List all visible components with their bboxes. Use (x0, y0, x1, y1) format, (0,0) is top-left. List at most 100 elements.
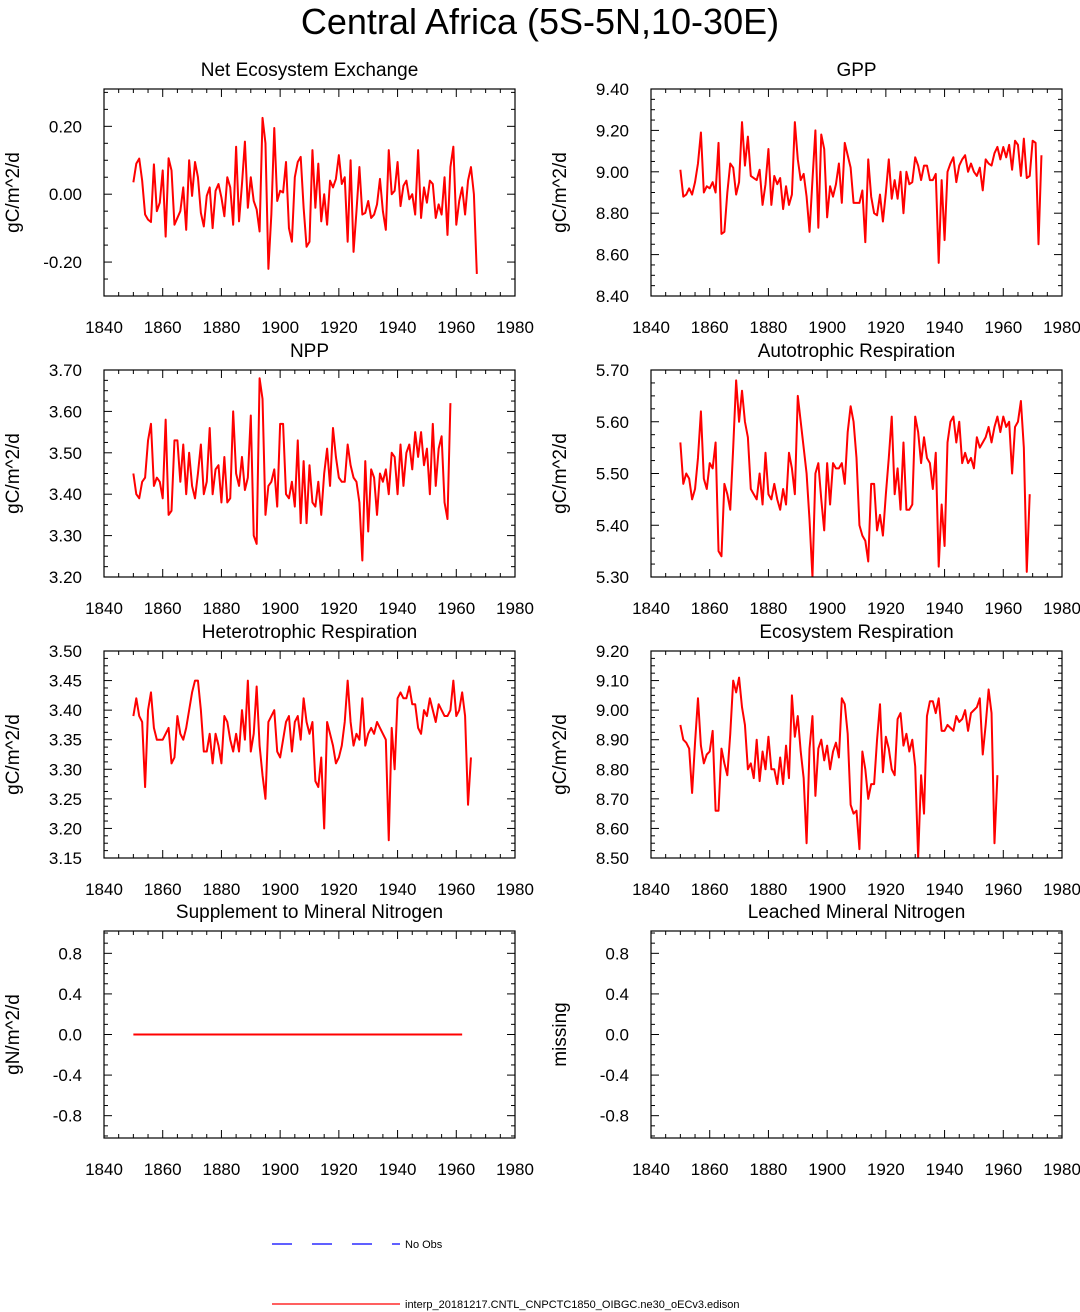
chart-autotrophic-respiration: Autotrophic Respiration gC/m^2/d 1840 1860 1… (550, 341, 1080, 618)
chart-autotrophic-respiration-ytick-label: 5.40 (596, 516, 629, 535)
chart-autotrophic-respiration-title: Autotrophic Respiration (758, 341, 956, 362)
chart-autotrophic-respiration-xtick-label: 1840 (632, 599, 670, 618)
chart-npp-ytick-label: 3.60 (49, 402, 82, 421)
chart-ecosystem-respiration-ylabel: gC/m^2/d (550, 714, 571, 795)
chart-heterotrophic-respiration: Heterotrophic Respiration gC/m^2/d 1840 186… (3, 622, 534, 899)
chart-gpp-xtick-label: 1920 (867, 318, 905, 337)
chart-npp-title: NPP (290, 341, 329, 362)
chart-supplement-to-mineral-nitrogen-ytick-label: 0.0 (58, 1026, 82, 1045)
chart-heterotrophic-respiration-xtick-label: 1980 (496, 880, 534, 899)
chart-leached-mineral-nitrogen-ytick-label: -0.8 (600, 1107, 629, 1126)
chart-npp-ylabel: gC/m^2/d (3, 433, 24, 514)
chart-heterotrophic-respiration-ytick-label: 3.30 (49, 760, 82, 779)
chart-gpp-ylabel: gC/m^2/d (550, 152, 571, 233)
chart-gpp-xtick-label: 1840 (632, 318, 670, 337)
chart-heterotrophic-respiration-xtick-label: 1840 (85, 880, 123, 899)
chart-autotrophic-respiration-ytick-label: 5.30 (596, 568, 629, 587)
legend-label: No Obs (405, 1239, 443, 1251)
chart-leached-mineral-nitrogen-ytick-label: 0.0 (605, 1026, 629, 1045)
chart-gpp-ytick-label: 8.60 (596, 246, 629, 265)
chart-net-ecosystem-exchange-series-model (132, 116, 478, 274)
chart-gpp-xtick-label: 1940 (926, 318, 964, 337)
chart-leached-mineral-nitrogen-xtick-label: 1840 (632, 1160, 670, 1179)
chart-ecosystem-respiration-ytick-label: 9.00 (596, 701, 629, 720)
chart-gpp-ytick-label: 9.40 (596, 80, 629, 99)
chart-heterotrophic-respiration-title: Heterotrophic Respiration (202, 622, 417, 643)
chart-leached-mineral-nitrogen-xtick-label: 1980 (1043, 1160, 1080, 1179)
chart-autotrophic-respiration-xtick-label: 1940 (926, 599, 964, 618)
chart-autotrophic-respiration-series-model (679, 379, 1031, 577)
chart-npp-ytick-label: 3.30 (49, 527, 82, 546)
chart-ecosystem-respiration-xtick-label: 1880 (750, 880, 788, 899)
chart-gpp-ytick-label: 8.40 (596, 287, 629, 306)
chart-net-ecosystem-exchange-xtick-label: 1880 (203, 318, 241, 337)
chart-leached-mineral-nitrogen-xtick-label: 1920 (867, 1160, 905, 1179)
chart-heterotrophic-respiration-series-model (132, 679, 472, 842)
chart-supplement-to-mineral-nitrogen-frame (103, 930, 516, 1139)
chart-gpp-xtick-label: 1880 (750, 318, 788, 337)
chart-autotrophic-respiration-ytick-label: 5.60 (596, 413, 629, 432)
chart-leached-mineral-nitrogen-xtick-label: 1880 (750, 1160, 788, 1179)
chart-supplement-to-mineral-nitrogen-ytick-label: 0.8 (58, 944, 82, 963)
chart-heterotrophic-respiration-ytick-label: 3.45 (49, 672, 82, 691)
chart-leached-mineral-nitrogen-xtick-label: 1860 (691, 1160, 729, 1179)
chart-supplement-to-mineral-nitrogen-xtick-label: 1900 (261, 1160, 299, 1179)
chart-ecosystem-respiration-ytick-label: 8.60 (596, 819, 629, 838)
chart-gpp-series-model (679, 121, 1043, 264)
chart-net-ecosystem-exchange-frame (103, 88, 516, 297)
chart-heterotrophic-respiration-frame (103, 650, 516, 859)
chart-leached-mineral-nitrogen: Leached Mineral Nitrogen missing 1840 1860 1… (550, 902, 1080, 1179)
chart-npp-series-model (132, 377, 452, 562)
chart-heterotrophic-respiration-xtick-label: 1880 (203, 880, 241, 899)
chart-heterotrophic-respiration-ytick-label: 3.20 (49, 819, 82, 838)
chart-heterotrophic-respiration-xtick-label: 1920 (320, 880, 358, 899)
chart-ecosystem-respiration-xtick-label: 1840 (632, 880, 670, 899)
chart-heterotrophic-respiration-ytick-label: 3.40 (49, 701, 82, 720)
legend-label: interp_20181217.CNTL_CNPCTC1850_OIBGC.ne… (405, 1299, 739, 1311)
chart-gpp-frame (650, 88, 1063, 297)
chart-net-ecosystem-exchange-xtick-label: 1900 (261, 318, 299, 337)
chart-npp-xtick-label: 1980 (496, 599, 534, 618)
chart-autotrophic-respiration-xtick-label: 1860 (691, 599, 729, 618)
chart-net-ecosystem-exchange-title: Net Ecosystem Exchange (201, 60, 419, 81)
chart-ecosystem-respiration-xtick-label: 1960 (984, 880, 1022, 899)
chart-gpp-xtick-label: 1960 (984, 318, 1022, 337)
chart-npp-xtick-label: 1860 (144, 599, 182, 618)
chart-net-ecosystem-exchange-ylabel: gC/m^2/d (3, 152, 24, 233)
chart-net-ecosystem-exchange-xtick-label: 1940 (379, 318, 417, 337)
chart-npp-frame (103, 369, 516, 578)
chart-supplement-to-mineral-nitrogen-xtick-label: 1940 (379, 1160, 417, 1179)
chart-net-ecosystem-exchange-ytick-label: -0.20 (43, 253, 82, 272)
chart-supplement-to-mineral-nitrogen-title: Supplement to Mineral Nitrogen (176, 902, 443, 923)
chart-autotrophic-respiration-xtick-label: 1920 (867, 599, 905, 618)
chart-ecosystem-respiration-xtick-label: 1940 (926, 880, 964, 899)
chart-ecosystem-respiration-series-model (679, 676, 999, 858)
chart-npp-ytick-label: 3.40 (49, 485, 82, 504)
chart-autotrophic-respiration-ytick-label: 5.50 (596, 465, 629, 484)
chart-gpp: GPP gC/m^2/d 1840 1860 1880 1900 1920 1940 1960 1… (550, 60, 1080, 337)
chart-ecosystem-respiration-ytick-label: 8.90 (596, 731, 629, 750)
chart-supplement-to-mineral-nitrogen-xtick-label: 1860 (144, 1160, 182, 1179)
chart-net-ecosystem-exchange: Net Ecosystem Exchange gC/m^2/d 1840 1860 18… (3, 60, 534, 337)
chart-ecosystem-respiration-xtick-label: 1920 (867, 880, 905, 899)
chart-autotrophic-respiration-xtick-label: 1880 (750, 599, 788, 618)
chart-heterotrophic-respiration-ytick-label: 3.25 (49, 790, 82, 809)
panels: Net Ecosystem Exchange gC/m^2/d 1840 1860 18… (3, 60, 1080, 1179)
chart-net-ecosystem-exchange-xtick-label: 1840 (85, 318, 123, 337)
chart-heterotrophic-respiration-ytick-label: 3.15 (49, 849, 82, 868)
chart-heterotrophic-respiration-ylabel: gC/m^2/d (3, 714, 24, 795)
chart-gpp-ytick-label: 9.00 (596, 163, 629, 182)
chart-leached-mineral-nitrogen-ytick-label: 0.8 (605, 944, 629, 963)
chart-ecosystem-respiration-xtick-label: 1900 (808, 880, 846, 899)
chart-gpp-ytick-label: 8.80 (596, 204, 629, 223)
chart-net-ecosystem-exchange-xtick-label: 1920 (320, 318, 358, 337)
chart-gpp-title: GPP (836, 60, 876, 81)
chart-ecosystem-respiration-frame (650, 650, 1063, 859)
chart-ecosystem-respiration-ytick-label: 8.80 (596, 760, 629, 779)
chart-heterotrophic-respiration-xtick-label: 1860 (144, 880, 182, 899)
chart-leached-mineral-nitrogen-ytick-label: -0.4 (600, 1066, 629, 1085)
chart-supplement-to-mineral-nitrogen-xtick-label: 1840 (85, 1160, 123, 1179)
figure-title: Central Africa (5S-5N,10-30E) (301, 1, 779, 42)
chart-leached-mineral-nitrogen-frame (650, 930, 1063, 1139)
